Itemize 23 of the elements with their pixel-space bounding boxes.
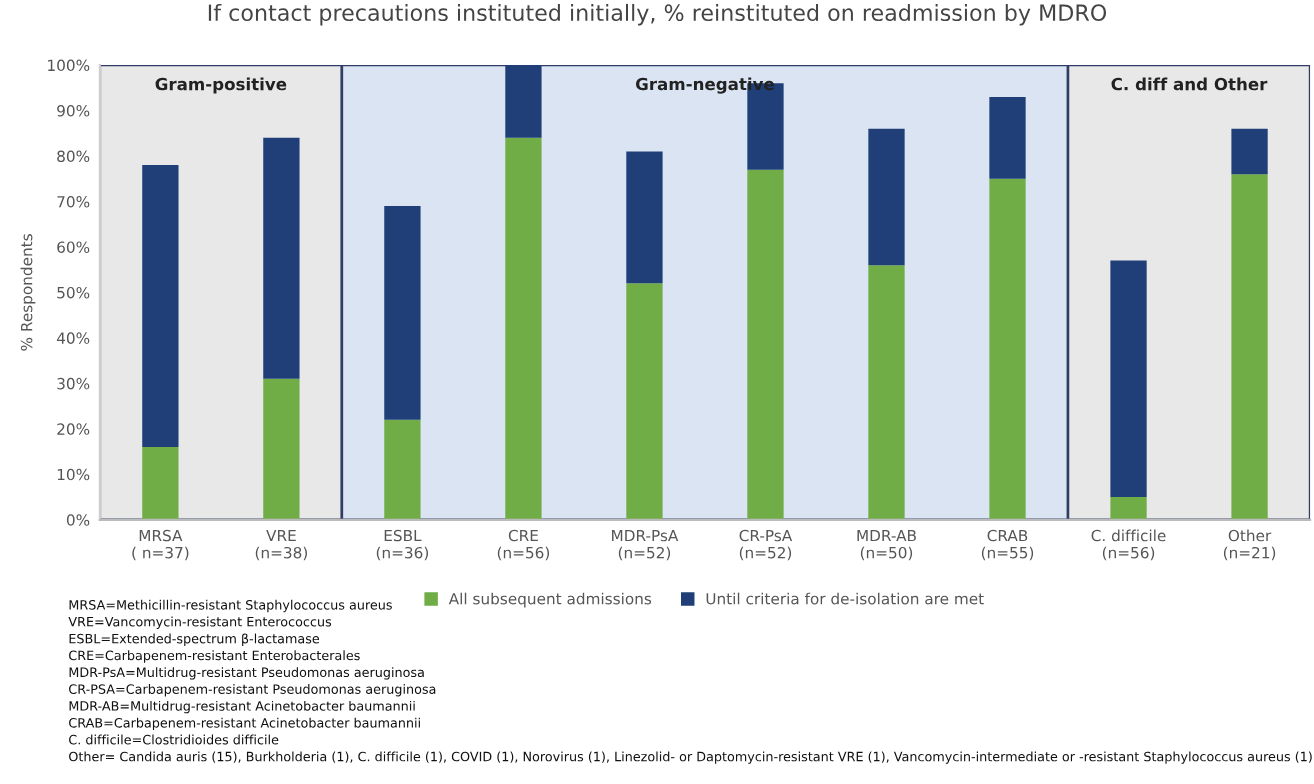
- bar: [384, 206, 421, 420]
- bar: [263, 378, 300, 520]
- bar: [868, 265, 905, 520]
- bar: [505, 65, 542, 138]
- bar: [384, 419, 421, 520]
- chart-title: If contact precautions instituted initially, % reinstituted on readmission by MDRO: [208, 3, 1107, 26]
- bar: [142, 165, 179, 448]
- band-label: Gram-negative: [635, 77, 774, 94]
- band-label: Gram-positive: [155, 77, 287, 94]
- bar: [1231, 174, 1268, 520]
- bar: [142, 447, 179, 520]
- band-label: C. diff and Other: [1111, 77, 1268, 91]
- bar: [263, 137, 300, 379]
- bar: [868, 128, 905, 266]
- bar: [1231, 128, 1268, 175]
- bar: [989, 96, 1026, 179]
- bar: [989, 178, 1026, 520]
- bar: [505, 137, 542, 520]
- bar: [1110, 260, 1147, 498]
- bar: [747, 169, 784, 520]
- bar: [626, 151, 663, 284]
- bar: [626, 283, 663, 520]
- bar: [1110, 497, 1147, 520]
